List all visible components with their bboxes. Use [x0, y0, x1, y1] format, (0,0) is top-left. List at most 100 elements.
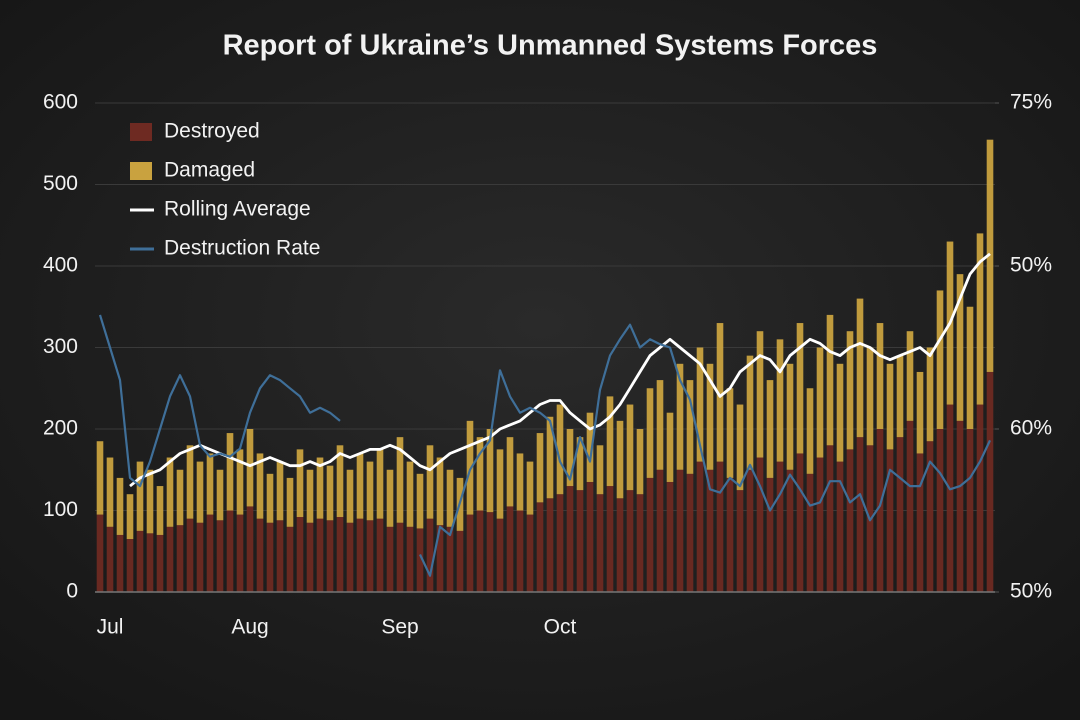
y-tick-label: 500: [43, 172, 78, 195]
bar-segment: [586, 481, 594, 592]
bar-segment: [276, 461, 284, 521]
bar-segment: [836, 461, 844, 592]
x-tick-label: Jul: [97, 616, 124, 639]
bar-segment: [616, 498, 624, 592]
bar-segment: [676, 469, 684, 592]
axes: 0 100 200 300 400 500 600 50% 60% 50% 75% Jul Aug Sep…: [43, 91, 1052, 639]
bar-segment: [906, 331, 914, 421]
bar-segment: [726, 477, 734, 592]
bar-segment: [136, 461, 144, 531]
x-tick-label: Aug: [231, 616, 268, 639]
bar-segment: [126, 539, 134, 592]
bar-segment: [516, 510, 524, 592]
legend-label: Destroyed: [164, 120, 260, 143]
bar-segment: [476, 510, 484, 592]
x-tick-label: Sep: [381, 616, 418, 639]
bar-segment: [586, 412, 594, 482]
bar-segment: [216, 520, 224, 592]
bar-segment: [576, 437, 584, 491]
bar-segment: [396, 437, 404, 523]
y-tick-label: 600: [43, 91, 78, 114]
bar-segment: [446, 469, 454, 527]
bar-segment: [246, 506, 254, 592]
bar-segment: [946, 404, 954, 592]
bar-segment: [166, 457, 174, 527]
bar-segment: [686, 473, 694, 592]
bar-segment: [506, 506, 514, 592]
bar-segment: [526, 461, 534, 515]
bar-segment: [656, 380, 664, 470]
bar-segment: [786, 469, 794, 592]
bar-segment: [876, 323, 884, 429]
bar-segment: [886, 449, 894, 592]
bar-segment: [236, 449, 244, 515]
bar-segment: [326, 520, 334, 592]
bar-segment: [286, 526, 294, 592]
bar-segment: [916, 453, 924, 592]
bar-segment: [306, 469, 314, 523]
bar-segment: [186, 445, 194, 519]
bar-segment: [896, 437, 904, 592]
bar-segment: [986, 139, 994, 372]
bar-segment: [256, 518, 264, 592]
bar-segment: [646, 477, 654, 592]
bar-segment: [136, 530, 144, 592]
bar-segment: [366, 461, 374, 521]
bar-segment: [306, 522, 314, 592]
bar-segment: [886, 363, 894, 450]
bar-segment: [696, 461, 704, 592]
y-tick-label: 300: [43, 335, 78, 358]
y-tick-label: 400: [43, 254, 78, 277]
bar-segment: [376, 449, 384, 519]
bar-segment: [346, 522, 354, 592]
bar-segment: [376, 518, 384, 592]
line-series: [98, 314, 991, 577]
bar-segment: [736, 404, 744, 491]
bar-segment: [666, 481, 674, 592]
bar-segment: [596, 445, 604, 495]
bar-segment: [606, 396, 614, 487]
bar-segment: [916, 371, 924, 454]
bar-segment: [666, 412, 674, 482]
bar-segment: [506, 437, 514, 507]
bar-segment: [436, 457, 444, 526]
bar-segment: [766, 477, 774, 592]
bar-segment: [176, 525, 184, 592]
bar-segment: [556, 494, 564, 592]
bar-segment: [796, 453, 804, 592]
bar-segment: [256, 453, 264, 519]
bar-segment: [726, 388, 734, 478]
bar-segment: [546, 498, 554, 592]
bar-segment: [646, 388, 654, 478]
bar-segment: [486, 512, 494, 592]
bar-segment: [336, 445, 344, 518]
bar-segment: [716, 323, 724, 462]
bar-segment: [266, 522, 274, 592]
bar-segment: [496, 518, 504, 592]
bar-segment: [156, 486, 164, 535]
legend-label: Destruction Rate: [164, 237, 320, 260]
bar-segment: [326, 465, 334, 521]
bar-segment: [816, 347, 824, 458]
bar-segment: [626, 404, 634, 491]
bar-segment: [766, 380, 774, 478]
bar-segment: [846, 449, 854, 592]
bar-segment: [686, 380, 694, 474]
bar-segment: [786, 363, 794, 470]
bar-segment: [756, 457, 764, 592]
bar-segment: [896, 355, 904, 438]
bar-segment: [336, 517, 344, 592]
bar-segment: [936, 290, 944, 429]
bar-segment: [776, 461, 784, 592]
bar-segment: [206, 514, 214, 592]
bar-segment: [296, 517, 304, 592]
bar-segment: [696, 347, 704, 462]
bar-segment: [706, 469, 714, 592]
bar-segment: [416, 473, 424, 529]
bar-segment: [556, 404, 564, 495]
bar-segment: [416, 528, 424, 592]
bar-segment: [246, 429, 254, 507]
legend-swatch: [130, 123, 152, 141]
